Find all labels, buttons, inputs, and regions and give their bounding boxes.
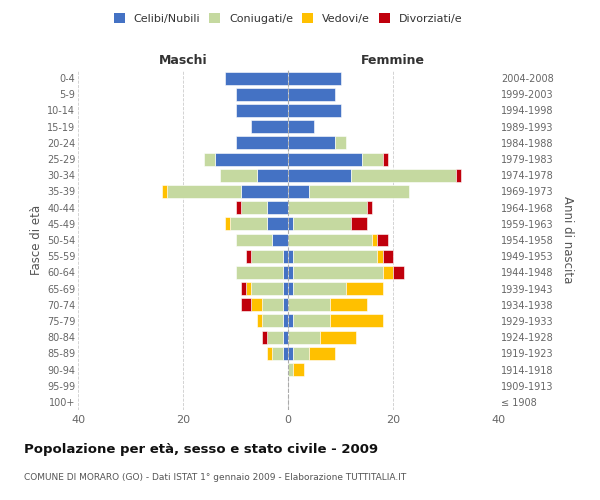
Bar: [241, 201, 267, 214]
Bar: [288, 136, 335, 149]
Bar: [456, 169, 461, 181]
Bar: [283, 250, 288, 262]
Bar: [288, 72, 341, 85]
Bar: [293, 218, 351, 230]
Bar: [241, 282, 246, 295]
Text: Femmine: Femmine: [361, 54, 425, 67]
Bar: [257, 169, 288, 181]
Bar: [204, 152, 215, 166]
Bar: [330, 314, 383, 328]
Bar: [283, 314, 288, 328]
Bar: [167, 185, 241, 198]
Bar: [283, 266, 288, 279]
Bar: [288, 347, 293, 360]
Bar: [293, 282, 346, 295]
Bar: [293, 250, 377, 262]
Bar: [288, 152, 361, 166]
Bar: [225, 218, 230, 230]
Bar: [288, 298, 330, 311]
Bar: [288, 120, 314, 133]
Bar: [288, 282, 293, 295]
Bar: [225, 72, 288, 85]
Bar: [288, 234, 372, 246]
Bar: [283, 347, 288, 360]
Bar: [377, 234, 388, 246]
Text: Popolazione per età, sesso e stato civile - 2009: Popolazione per età, sesso e stato civil…: [24, 442, 378, 456]
Bar: [346, 282, 383, 295]
Bar: [288, 169, 351, 181]
Bar: [372, 234, 377, 246]
Bar: [293, 363, 304, 376]
Bar: [320, 330, 356, 344]
Bar: [241, 298, 251, 311]
Bar: [288, 201, 367, 214]
Y-axis label: Fasce di età: Fasce di età: [29, 205, 43, 275]
Bar: [235, 201, 241, 214]
Bar: [288, 266, 293, 279]
Bar: [377, 250, 383, 262]
Bar: [351, 218, 367, 230]
Bar: [288, 330, 320, 344]
Bar: [267, 218, 288, 230]
Bar: [241, 185, 288, 198]
Bar: [288, 88, 335, 101]
Bar: [251, 250, 283, 262]
Bar: [257, 314, 262, 328]
Bar: [288, 185, 309, 198]
Bar: [235, 266, 283, 279]
Bar: [267, 330, 283, 344]
Bar: [283, 282, 288, 295]
Text: COMUNE DI MORARO (GO) - Dati ISTAT 1° gennaio 2009 - Elaborazione TUTTITALIA.IT: COMUNE DI MORARO (GO) - Dati ISTAT 1° ge…: [24, 472, 406, 482]
Bar: [309, 347, 335, 360]
Bar: [262, 314, 283, 328]
Bar: [246, 282, 251, 295]
Bar: [230, 218, 267, 230]
Bar: [235, 88, 288, 101]
Bar: [283, 298, 288, 311]
Bar: [288, 363, 293, 376]
Bar: [288, 314, 293, 328]
Bar: [246, 250, 251, 262]
Bar: [309, 185, 409, 198]
Bar: [393, 266, 404, 279]
Bar: [293, 347, 309, 360]
Bar: [235, 234, 272, 246]
Bar: [383, 266, 393, 279]
Bar: [383, 250, 393, 262]
Bar: [251, 120, 288, 133]
Y-axis label: Anni di nascita: Anni di nascita: [562, 196, 574, 284]
Bar: [335, 136, 346, 149]
Bar: [283, 330, 288, 344]
Bar: [351, 169, 456, 181]
Bar: [267, 347, 272, 360]
Bar: [293, 266, 383, 279]
Bar: [162, 185, 167, 198]
Bar: [215, 152, 288, 166]
Bar: [272, 347, 283, 360]
Bar: [383, 152, 388, 166]
Bar: [267, 201, 288, 214]
Bar: [262, 330, 267, 344]
Bar: [220, 169, 257, 181]
Bar: [361, 152, 383, 166]
Legend: Celibi/Nubili, Coniugati/e, Vedovi/e, Divorziati/e: Celibi/Nubili, Coniugati/e, Vedovi/e, Di…: [112, 10, 464, 26]
Bar: [288, 104, 341, 117]
Bar: [293, 314, 330, 328]
Bar: [330, 298, 367, 311]
Bar: [251, 282, 283, 295]
Bar: [235, 104, 288, 117]
Bar: [272, 234, 288, 246]
Bar: [262, 298, 283, 311]
Text: Maschi: Maschi: [158, 54, 208, 67]
Bar: [288, 250, 293, 262]
Bar: [288, 218, 293, 230]
Bar: [251, 298, 262, 311]
Bar: [235, 136, 288, 149]
Bar: [367, 201, 372, 214]
